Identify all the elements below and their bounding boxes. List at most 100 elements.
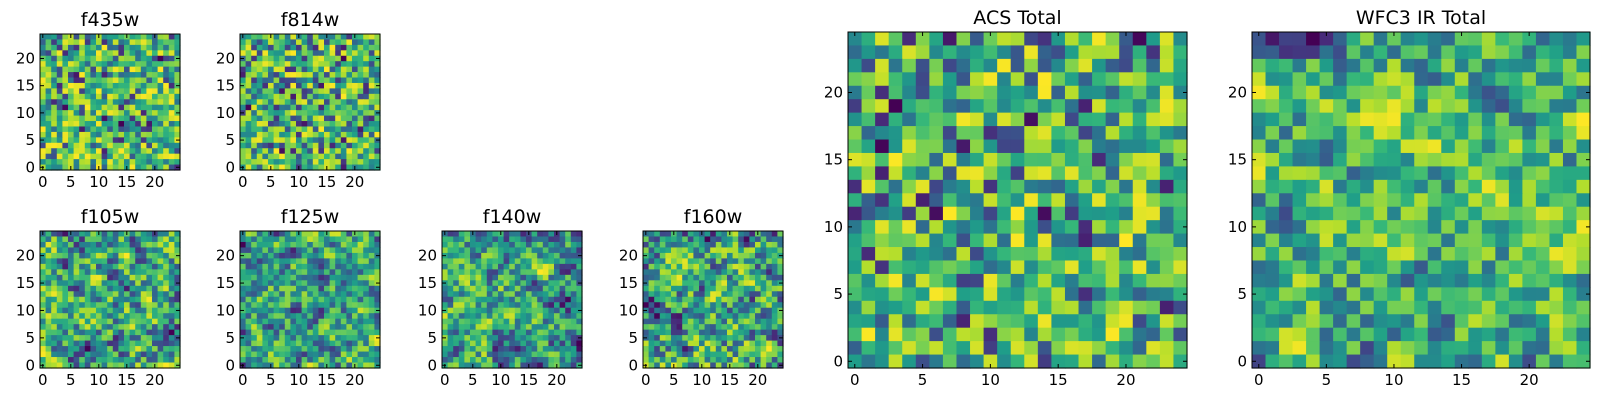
heatmap-cell: [983, 85, 998, 100]
heatmap-cell: [335, 142, 342, 149]
heatmap-cell: [1535, 179, 1551, 194]
heatmap-cell: [470, 340, 477, 347]
heatmap-cell: [749, 252, 756, 259]
heatmap-cell: [84, 329, 91, 336]
heatmap-cell: [1159, 45, 1175, 60]
heatmap-cell: [135, 340, 142, 347]
heatmap-cell: [481, 340, 488, 347]
heatmap-cell: [357, 357, 364, 364]
heatmap-cell: [168, 82, 175, 89]
heatmap-cell: [956, 58, 971, 73]
heatmap-cell: [340, 269, 347, 276]
heatmap-cell: [79, 241, 86, 249]
heatmap-cell: [771, 362, 778, 369]
heatmap-cell: [997, 220, 1012, 235]
heatmap-cell: [732, 362, 739, 369]
heatmap-cell: [256, 159, 263, 166]
heatmap-cell: [268, 39, 275, 46]
heatmap-cell: [318, 82, 325, 89]
heatmap-cell: [1159, 233, 1175, 248]
heatmap-cell: [1495, 126, 1510, 141]
heatmap-cell: [56, 346, 63, 353]
heatmap-cell: [1535, 152, 1551, 167]
heatmap-cell: [1105, 247, 1120, 262]
heatmap-cell: [570, 274, 577, 281]
heatmap-cell: [340, 55, 347, 62]
heatmap-cell: [671, 252, 678, 259]
heatmap-cell: [51, 55, 58, 62]
heatmap-cell: [721, 291, 728, 298]
heatmap-cell: [453, 335, 460, 342]
heatmap-cell: [163, 357, 170, 364]
heatmap-cell: [693, 258, 700, 265]
heatmap-cell: [56, 110, 63, 117]
heatmap-cell: [118, 351, 125, 358]
heatmap-cell: [1292, 220, 1307, 235]
heatmap-cell: [1441, 179, 1456, 194]
heatmap-cell: [335, 247, 342, 254]
heatmap-cell: [554, 247, 561, 254]
heatmap-cell: [447, 340, 454, 347]
heatmap-cell: [749, 351, 756, 358]
heatmap-cell: [90, 99, 97, 106]
heatmap-cell: [279, 44, 286, 51]
heatmap-cell: [140, 291, 147, 298]
heatmap-cell: [1333, 152, 1348, 167]
heatmap-cell: [1064, 45, 1080, 60]
heatmap-cell: [699, 269, 706, 276]
heatmap-cell: [956, 341, 971, 356]
heatmap-cell: [659, 351, 666, 358]
heatmap-cell: [875, 300, 890, 315]
heatmap-cell: [755, 318, 762, 325]
heatmap-cell: [346, 44, 353, 51]
heatmap-cell: [45, 280, 52, 287]
heatmap-cell: [251, 296, 258, 303]
heatmap-cell: [565, 291, 572, 298]
heatmap-cell: [262, 263, 269, 270]
y-tick-label: 15: [824, 151, 843, 169]
heatmap-cell: [329, 324, 336, 331]
heatmap-cell: [363, 324, 370, 331]
heatmap-cell: [576, 258, 583, 265]
heatmap-cell: [374, 285, 381, 292]
heatmap-cell: [1010, 179, 1025, 194]
heatmap-cell: [576, 346, 583, 353]
heatmap-cell: [453, 351, 460, 358]
heatmap-cell: [307, 99, 314, 106]
heatmap-cell: [374, 39, 381, 46]
heatmap-cell: [1360, 72, 1375, 87]
heatmap-cell: [766, 258, 773, 265]
heatmap-cell: [1306, 45, 1321, 60]
heatmap-cell: [475, 313, 482, 320]
heatmap-cell: [915, 179, 930, 194]
heatmap-cell: [682, 302, 689, 309]
heatmap-cell: [368, 34, 375, 41]
heatmap-cell: [279, 61, 286, 68]
heatmap-cell: [570, 335, 577, 342]
heatmap-cell: [84, 362, 91, 369]
heatmap-cell: [1051, 314, 1066, 329]
heatmap-cell: [296, 280, 303, 287]
heatmap-cell: [96, 55, 103, 62]
heatmap-cell: [956, 220, 971, 235]
heatmap-cell: [481, 329, 488, 336]
heatmap-cell: [721, 318, 728, 325]
heatmap-cell: [749, 274, 756, 281]
heatmap-cell: [1037, 32, 1052, 47]
heatmap-cell: [453, 252, 460, 259]
heatmap-cell: [90, 307, 97, 314]
heatmap-cell: [312, 296, 319, 303]
heatmap-cell: [251, 241, 258, 249]
heatmap-cell: [56, 72, 63, 79]
heatmap-cell: [710, 285, 717, 292]
heatmap-cell: [318, 131, 325, 138]
heatmap-cell: [1173, 260, 1188, 275]
heatmap-cell: [256, 104, 263, 111]
heatmap-cell: [710, 329, 717, 336]
heatmap-cell: [129, 131, 136, 138]
heatmap-cell: [284, 258, 291, 265]
heatmap-cell: [743, 351, 750, 358]
heatmap-cell: [284, 55, 291, 62]
heatmap-cell: [1024, 58, 1039, 73]
